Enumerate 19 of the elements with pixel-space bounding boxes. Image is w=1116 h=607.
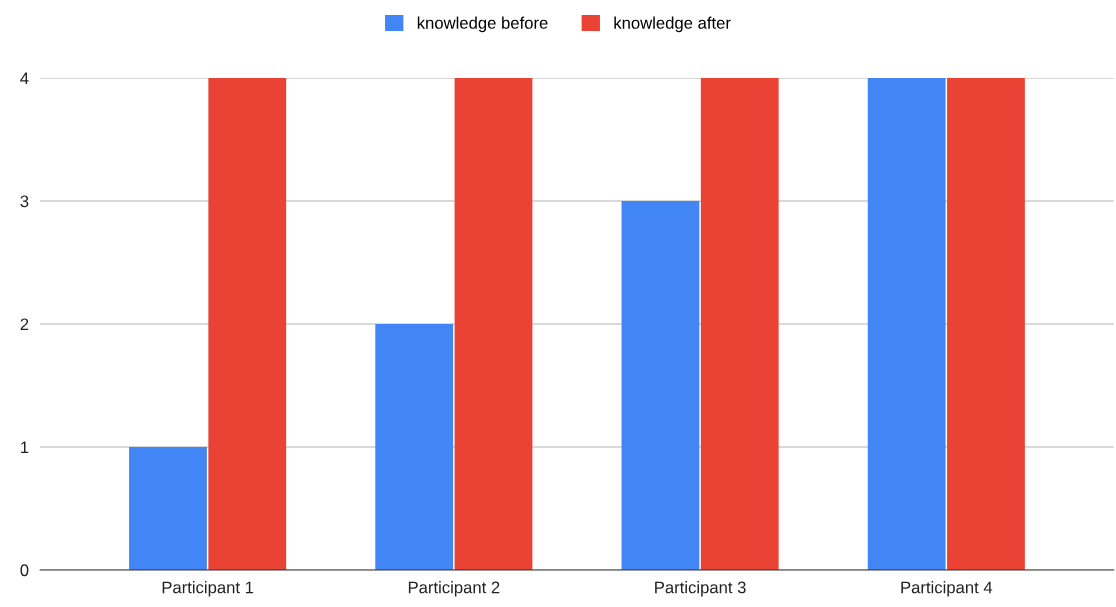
x-tick-label: Participant 3 <box>655 581 746 597</box>
bar <box>947 78 1025 570</box>
bar <box>454 78 533 570</box>
bar <box>700 78 779 570</box>
y-tick-label: 4 <box>20 72 29 85</box>
y-tick-label: 1 <box>21 441 29 454</box>
y-tick-label: 3 <box>20 195 29 208</box>
legend-label: knowledge before <box>417 16 548 33</box>
x-tick-label: Participant 1 <box>162 581 254 597</box>
bar <box>867 78 946 570</box>
bar <box>375 323 454 570</box>
y-tick-label: 0 <box>20 564 29 577</box>
bar <box>621 200 700 570</box>
bar <box>129 446 207 570</box>
legend-label: knowledge after <box>614 16 731 33</box>
y-tick-label: 2 <box>20 318 29 331</box>
bar <box>208 78 287 570</box>
x-tick-label: Participant 4 <box>901 581 993 597</box>
x-tick-label: Participant 2 <box>408 581 500 597</box>
